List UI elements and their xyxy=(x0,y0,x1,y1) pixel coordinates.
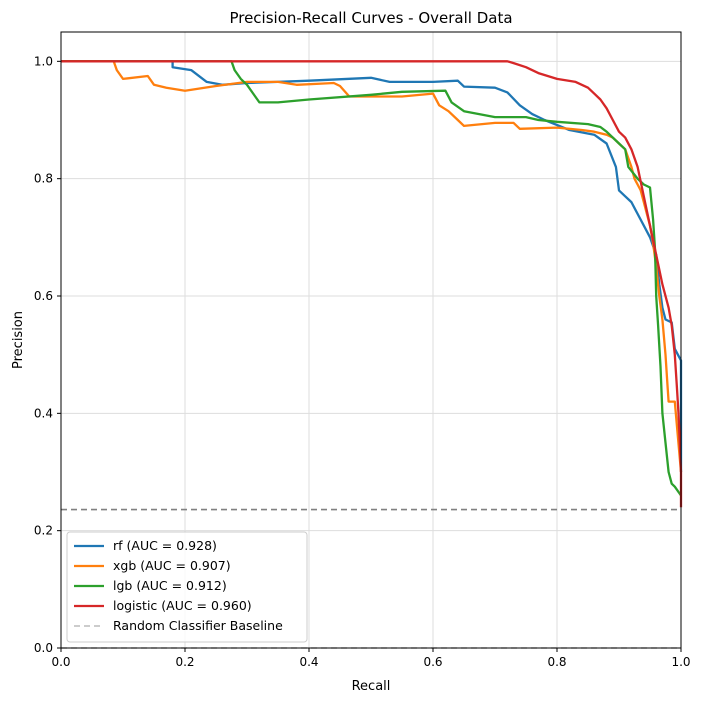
series-line-2 xyxy=(61,60,682,497)
x-tick-label: 0.0 xyxy=(51,655,70,669)
y-tick-label: 0.6 xyxy=(34,289,53,303)
y-tick-label: 0.8 xyxy=(34,172,53,186)
legend-entry-label: Random Classifier Baseline xyxy=(113,618,283,633)
chart-title: Precision-Recall Curves - Overall Data xyxy=(229,9,512,27)
legend-entry-label: rf (AUC = 0.928) xyxy=(113,538,217,553)
series-line-3 xyxy=(61,60,683,508)
y-tick-label: 0.4 xyxy=(34,406,53,420)
y-tick-label: 0.2 xyxy=(34,524,53,538)
x-tick-label: 0.6 xyxy=(423,655,442,669)
x-tick-label: 1.0 xyxy=(671,655,690,669)
y-axis-ticks: 0.0 0.2 0.4 0.6 0.8 1.0 xyxy=(34,54,61,655)
legend-entry-label: lgb (AUC = 0.912) xyxy=(113,578,227,593)
legend-entry-label: xgb (AUC = 0.907) xyxy=(113,558,231,573)
x-axis-ticks: 0.0 0.2 0.4 0.6 0.8 1.0 xyxy=(51,648,691,669)
y-tick-label: 1.0 xyxy=(34,54,53,68)
y-tick-label: 0.0 xyxy=(34,641,53,655)
plot-frame xyxy=(60,31,682,649)
y-axis-label: Precision xyxy=(11,311,26,369)
x-tick-label: 0.2 xyxy=(175,655,194,669)
x-axis-label: Recall xyxy=(352,679,391,694)
x-tick-label: 0.8 xyxy=(547,655,566,669)
legend: rf (AUC = 0.928) xgb (AUC = 0.907) lgb (AU… xyxy=(66,531,308,643)
gridlines xyxy=(60,32,682,649)
x-tick-label: 0.4 xyxy=(299,655,318,669)
legend-entry-label: logistic (AUC = 0.960) xyxy=(113,598,252,613)
legend-box xyxy=(66,531,308,643)
